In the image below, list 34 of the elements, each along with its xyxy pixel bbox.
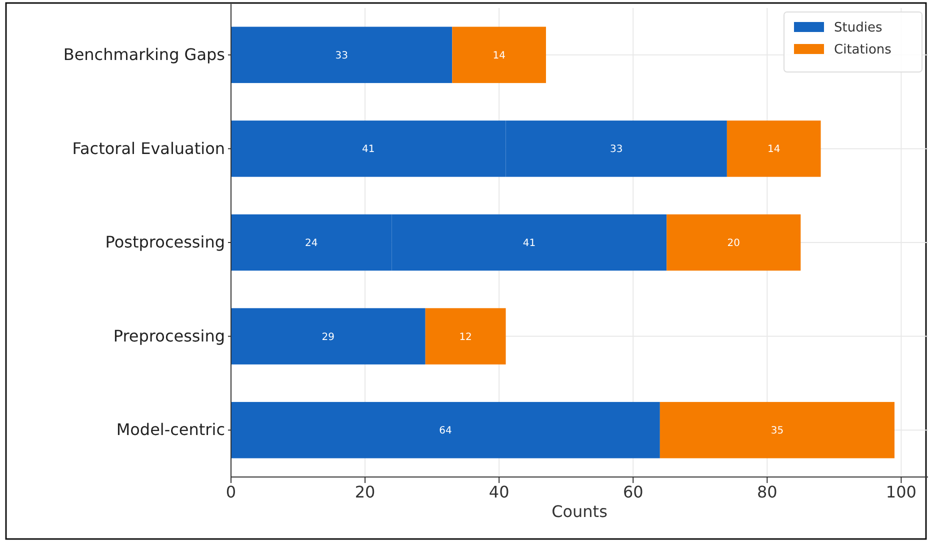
data-label: 64 — [439, 426, 452, 437]
data-label: 24 — [305, 238, 318, 249]
data-label: 41 — [522, 238, 536, 249]
bar — [726, 120, 821, 177]
bar — [660, 402, 894, 458]
legend-label: Studies — [834, 20, 882, 36]
bar — [666, 214, 801, 271]
data-label: 33 — [335, 50, 348, 62]
x-tick-label: 100 — [886, 482, 916, 502]
y-tick-label: Postprocessing — [105, 232, 225, 252]
data-label: 35 — [770, 426, 784, 437]
data-label: 12 — [459, 332, 472, 343]
bar — [231, 26, 452, 84]
y-tick-label: Preprocessing — [113, 326, 225, 346]
x-tick-label: 60 — [622, 482, 644, 502]
x-axis-title: Counts — [552, 502, 608, 521]
data-label: 33 — [610, 144, 623, 156]
x-tick-label: 80 — [756, 482, 778, 502]
data-label: 14 — [492, 50, 506, 62]
x-tick-label: 20 — [354, 482, 376, 502]
bar — [231, 308, 426, 364]
data-label: 14 — [767, 144, 780, 156]
bar — [425, 308, 506, 364]
data-label: 20 — [727, 238, 740, 249]
y-tick-label: Factoral Evaluation — [72, 138, 225, 158]
y-tick-label: Model-centric — [116, 420, 225, 440]
bar — [231, 402, 660, 458]
data-label: 41 — [362, 144, 375, 156]
legend-label: Citations — [834, 42, 892, 58]
x-tick-label: 40 — [488, 482, 510, 502]
bar — [452, 26, 546, 84]
x-tick-label: 0 — [226, 482, 236, 502]
y-tick-label: Benchmarking Gaps — [63, 45, 225, 64]
data-label: 29 — [322, 332, 335, 343]
